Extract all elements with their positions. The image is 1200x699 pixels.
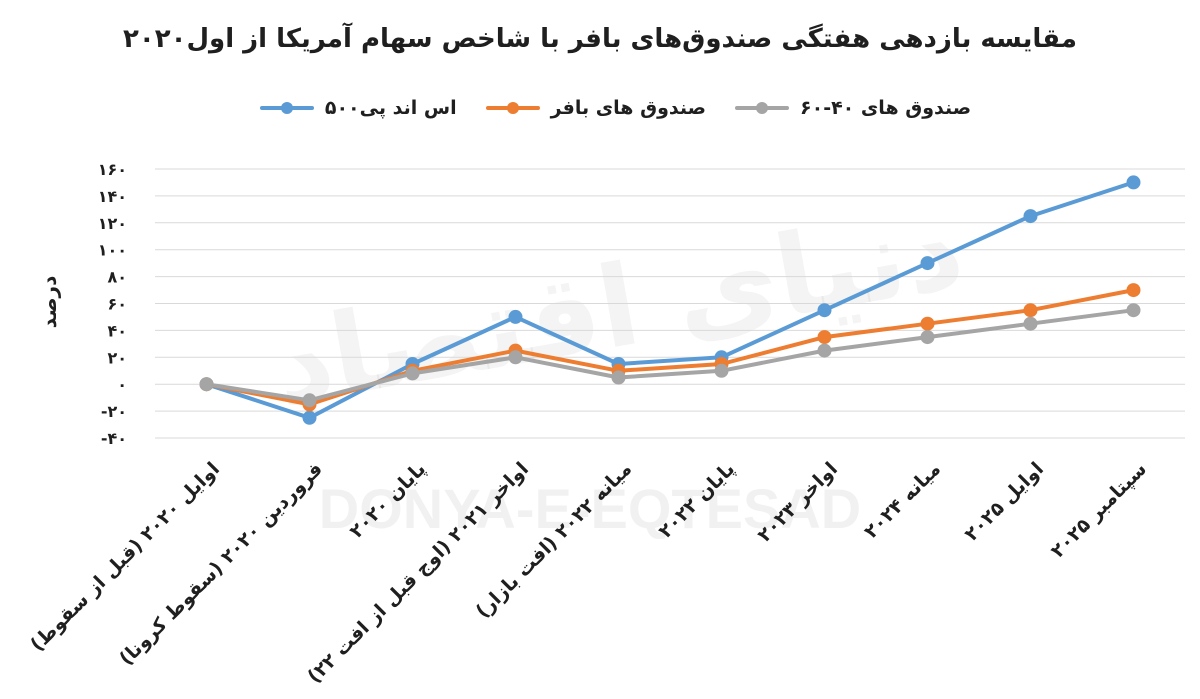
y-tick-label: ۱۴۰ [98,187,127,206]
x-tick-label: سپتامبر ۲۰۲۵ [1047,458,1151,562]
legend: اس اند پی۵۰۰ صندوق های بافر صندوق های ۴۰… [30,96,1200,120]
legend-marker [755,102,768,114]
y-tick-label: ۲۰ [107,348,127,367]
legend-swatch-buffer-funds [485,102,540,114]
x-tick-label: فروردین ۲۰۲۰ (سقوط کرونا) [115,458,327,670]
data-point-buffer-funds [1023,303,1038,318]
legend-item-buffer-funds: صندوق های بافر [485,96,706,120]
legend-marker [280,102,293,114]
legend-swatch-balanced-funds [734,102,789,114]
data-point-sp500 [920,256,935,271]
watermark-persian-text: دنیای اقتصاد [264,183,972,432]
data-point-sp500 [508,309,523,324]
data-point-sp500 [817,303,832,318]
data-point-sp500 [302,410,317,425]
x-tick-label: میانه ۲۰۲۴ [860,458,945,543]
data-point-balanced-funds [302,393,317,408]
legend-label-sp500: اس اند پی۵۰۰ [324,97,457,119]
y-tick-label: ۶۰ [107,295,127,314]
gridlines [155,168,1185,439]
legend-swatch-sp500 [259,102,314,114]
x-tick-label: اوایل ۲۰۲۵ [960,458,1048,546]
y-tick-label: ۱۶۰ [98,160,127,179]
series-line-sp500 [204,180,1136,420]
legend-item-balanced-funds: صندوق های ۴۰-۶۰ [734,96,971,120]
data-point-sp500 [1023,209,1038,224]
data-point-balanced-funds [405,366,420,381]
data-point-balanced-funds [1023,316,1038,331]
chart-title-wrap: مقایسه بازدهی هفتگی صندوق‌های بافر با شا… [0,24,1200,54]
legend-label-buffer-funds: صندوق های بافر [550,97,706,119]
data-point-balanced-funds [817,343,832,358]
data-point-sp500 [1126,175,1141,190]
y-tick-label: ۸۰ [107,268,127,287]
data-point-balanced-funds [714,363,729,378]
watermark-latin-text: DONYA-E-EQTESAD [319,477,861,540]
y-axis: -۴۰ -۲۰ ۰ ۲۰ ۴۰ ۶۰ ۸۰ ۱۰۰ ۱۲۰ ۱۴۰ ۱۶۰ درصد [37,160,127,448]
legend-marker [506,102,519,114]
y-tick-label: ۴۰ [107,321,127,340]
series-line-balanced-funds [204,308,1136,403]
data-point-buffer-funds [817,330,832,345]
data-point-balanced-funds [920,330,935,345]
y-tick-label: ۱۲۰ [98,214,127,233]
y-tick-label: ۰ [117,375,127,394]
legend-item-sp500: اس اند پی۵۰۰ [259,96,457,120]
data-point-buffer-funds [1126,283,1141,298]
x-axis: اوایل ۲۰۲۰ (قبل از سقوط)فروردین ۲۰۲۰ (سق… [26,458,1151,688]
y-tick-label: -۴۰ [101,429,127,448]
legend-label-balanced-funds: صندوق های ۴۰-۶۰ [799,97,972,119]
data-point-balanced-funds [611,370,626,385]
y-tick-label: ۱۰۰ [98,241,127,260]
chart-title: مقایسه بازدهی هفتگی صندوق‌های بافر با شا… [123,24,1077,54]
data-point-buffer-funds [920,316,935,331]
data-point-balanced-funds [1126,303,1141,318]
y-tick-label: -۲۰ [101,402,127,421]
series-group [199,175,1141,425]
x-tick-label: اوایل ۲۰۲۰ (قبل از سقوط) [26,458,224,656]
y-axis-title: درصد [37,276,61,329]
data-point-balanced-funds [199,377,214,392]
data-point-balanced-funds [508,350,523,365]
